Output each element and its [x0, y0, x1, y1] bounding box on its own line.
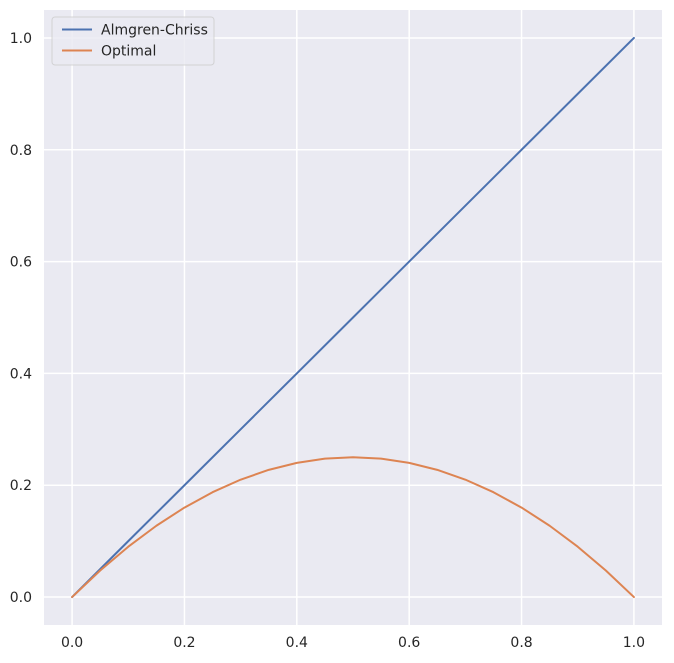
y-tick-label: 0.2 — [10, 478, 32, 494]
x-tick-label: 0.4 — [286, 635, 308, 651]
x-tick-label: 0.2 — [173, 635, 195, 651]
y-axis-ticks: 0.0 0.2 0.4 0.6 0.8 1.0 — [10, 31, 32, 606]
y-tick-label: 1.0 — [10, 31, 32, 47]
series-line-optimal — [71, 456, 635, 599]
legend: Almgren-Chriss Optimal — [51, 16, 215, 66]
x-tick-label: 0.6 — [398, 635, 420, 651]
series-line-almgren-chriss — [71, 36, 635, 599]
legend-label-almgren-chriss: Almgren-Chriss — [101, 23, 208, 39]
legend-label-optimal: Optimal — [101, 44, 156, 60]
y-tick-label: 0.8 — [10, 143, 32, 159]
y-tick-label: 0.4 — [10, 366, 32, 382]
series-lines — [71, 36, 635, 599]
legend-box — [51, 16, 215, 66]
grid-lines — [44, 10, 662, 625]
x-axis-ticks: 0.0 0.2 0.4 0.6 0.8 1.0 — [61, 635, 645, 651]
y-tick-label: 0.0 — [10, 590, 32, 606]
x-tick-label: 0.8 — [510, 635, 532, 651]
x-tick-label: 0.0 — [61, 635, 83, 651]
y-tick-label: 0.6 — [10, 255, 32, 271]
x-tick-label: 1.0 — [623, 635, 645, 651]
